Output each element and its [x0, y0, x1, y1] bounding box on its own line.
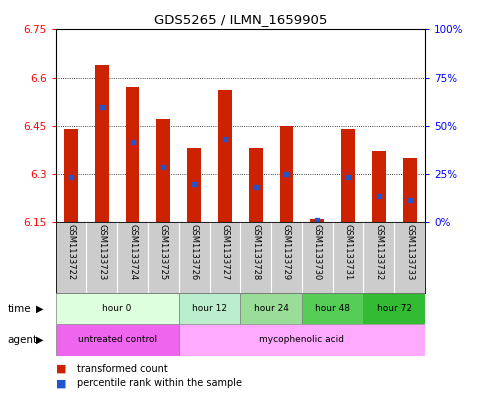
Text: time: time [7, 303, 31, 314]
Bar [240, 293, 302, 324]
Bar [56, 293, 179, 324]
Bar [311, 219, 324, 222]
Text: hour 48: hour 48 [315, 304, 350, 313]
Bar [280, 126, 293, 222]
Text: GSM1133722: GSM1133722 [67, 224, 75, 280]
Text: hour 72: hour 72 [377, 304, 412, 313]
Bar [156, 119, 170, 222]
Text: untreated control: untreated control [78, 336, 156, 344]
Text: GSM1133729: GSM1133729 [282, 224, 291, 280]
Text: percentile rank within the sample: percentile rank within the sample [77, 378, 242, 388]
Text: GSM1133726: GSM1133726 [190, 224, 199, 281]
Bar [179, 324, 425, 356]
Bar [179, 293, 240, 324]
Text: ■: ■ [56, 364, 66, 374]
Bar [64, 129, 78, 222]
Text: GSM1133723: GSM1133723 [97, 224, 106, 281]
Text: hour 0: hour 0 [102, 304, 132, 313]
Text: transformed count: transformed count [77, 364, 168, 374]
Text: GSM1133727: GSM1133727 [220, 224, 229, 281]
Bar [302, 293, 364, 324]
Text: ▶: ▶ [36, 303, 44, 314]
Bar [403, 158, 416, 222]
Text: agent: agent [7, 335, 37, 345]
Text: GSM1133733: GSM1133733 [405, 224, 414, 281]
Bar [364, 293, 425, 324]
Text: GSM1133724: GSM1133724 [128, 224, 137, 280]
Bar [126, 87, 140, 222]
Text: hour 12: hour 12 [192, 304, 227, 313]
Text: hour 24: hour 24 [254, 304, 288, 313]
Text: GSM1133728: GSM1133728 [251, 224, 260, 281]
Text: ▶: ▶ [36, 335, 44, 345]
Bar [95, 65, 109, 222]
Text: GSM1133730: GSM1133730 [313, 224, 322, 281]
Bar [249, 148, 263, 222]
Text: ■: ■ [56, 378, 66, 388]
Bar [341, 129, 355, 222]
Text: GSM1133731: GSM1133731 [343, 224, 353, 281]
Text: GSM1133725: GSM1133725 [159, 224, 168, 280]
Bar [56, 324, 179, 356]
Bar [187, 148, 201, 222]
Text: GDS5265 / ILMN_1659905: GDS5265 / ILMN_1659905 [154, 13, 327, 26]
Text: mycophenolic acid: mycophenolic acid [259, 336, 344, 344]
Text: GSM1133732: GSM1133732 [374, 224, 384, 281]
Bar [372, 151, 386, 222]
Bar [218, 90, 232, 222]
